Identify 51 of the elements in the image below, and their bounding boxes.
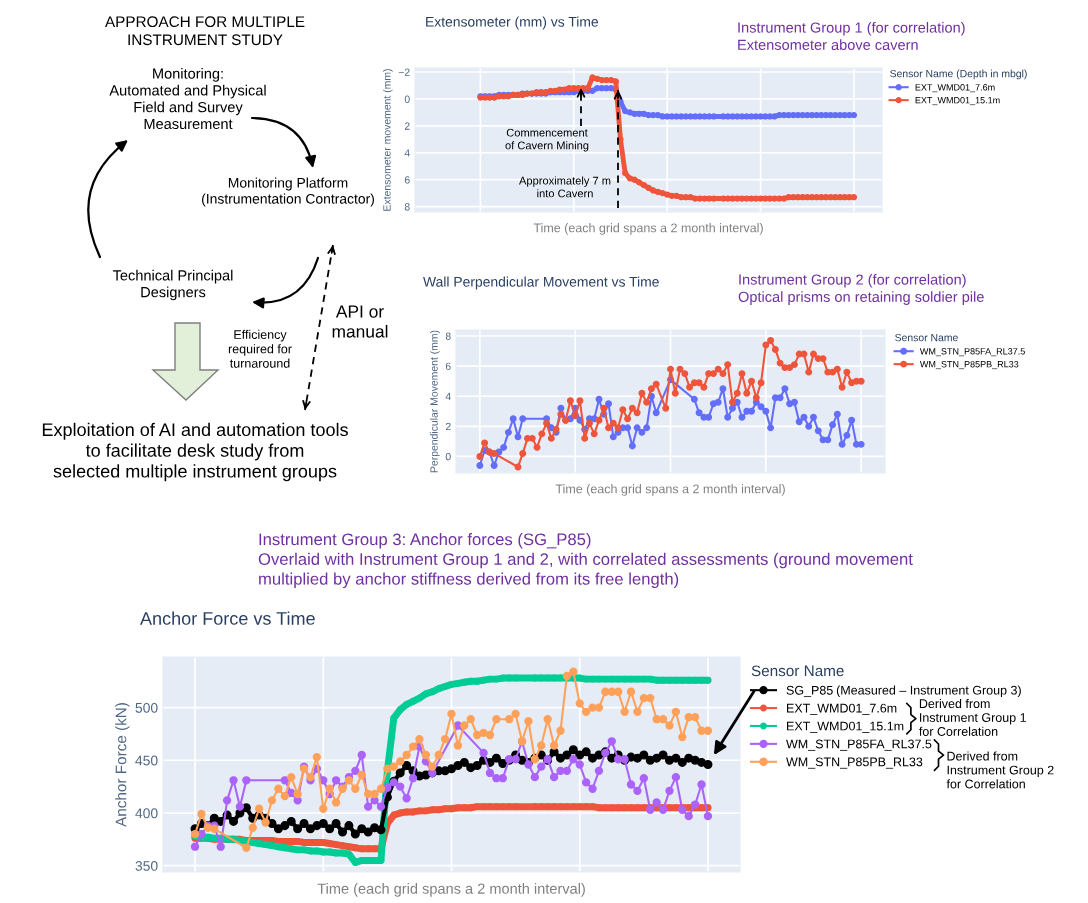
text: Exploitation of AI and automation tools to facilitate desk study from selected multiple instrument groups — [42, 422, 348, 482]
text: Derived from Instrument Group 2 for Correlation — [946, 751, 1054, 789]
legend-label: EXT_WMD01_7.6m — [787, 703, 897, 715]
y-tick-label: 450 — [135, 755, 158, 766]
legend-label: EXT_WMD01_15.1m — [787, 721, 904, 733]
y-tick-label: 8 — [445, 332, 451, 340]
legend-label: WM_STN_P85FA_RL37.5 — [786, 739, 932, 751]
chart-subtitle: Instrument Group 2 (for correlation) Optical prisms on retaining soldier pile — [738, 274, 984, 305]
legend-label: EXT_WMD01_15.1m — [915, 97, 1000, 106]
y-tick-label: 8 — [404, 203, 410, 211]
legend-label: SG_P85 — [786, 685, 833, 698]
chart-title: Extensometer (mm) vs Time — [426, 16, 599, 30]
y-tick-label: 4 — [404, 149, 410, 157]
y-tick-label: 2 — [445, 422, 451, 431]
chart-subtitle: Instrument Group 3: Anchor forces (SG_P85) Overlaid with Instrument Group 1 and 2, with correlated assessments (ground movement multiplied by anchor stiffness derived from its free length) — [258, 533, 913, 589]
legend-title: Sensor Name (Depth in mbgl) — [890, 69, 1027, 80]
legend-title: Sensor Name — [895, 333, 958, 342]
text: Efficiency required for turnaround — [228, 329, 292, 368]
y-tick-label: 350 — [135, 861, 158, 871]
text: Technical Principal Designers — [112, 269, 233, 301]
y-tick-label: 2 — [404, 122, 410, 130]
y-tick-label: 0 — [445, 452, 451, 461]
legend-label: WM_STN_P85FA_RL37.5 — [919, 348, 1025, 357]
text: API or manual — [332, 305, 388, 338]
chart-title: Wall Perpendicular Movement vs Time — [423, 276, 659, 290]
annotation: Commencement of Cavern Mining — [505, 128, 589, 152]
x-axis-title: Time (each grid spans a 2 month interval) — [317, 883, 585, 897]
text: (Measured – Instrument Group 3) — [836, 685, 1021, 698]
text: Derived from Instrument Group 1 for Correlation — [919, 698, 1026, 736]
text: APPROACH FOR MULTIPLE INSTRUMENT STUDY — [105, 16, 305, 46]
x-axis-title: Time (each grid spans a 2 month interval) — [555, 484, 785, 496]
chart-title: Anchor Force vs Time — [140, 611, 315, 625]
y-tick-label: 6 — [404, 176, 410, 184]
y-tick-label: 400 — [135, 808, 158, 819]
legend-label: EXT_WMD01_7.6m — [915, 84, 995, 93]
legend-title: Sensor Name — [751, 665, 844, 677]
y-axis-title: Perpendicular Movement (mm) — [430, 330, 440, 473]
y-tick-label: 0 — [404, 95, 410, 103]
y-tick-label: 500 — [135, 702, 158, 713]
y-tick-label: 4 — [445, 392, 451, 401]
text: Monitoring Platform (Instrumentation Contractor) — [202, 177, 374, 207]
y-axis-title: Anchor Force (kN) — [115, 703, 130, 827]
chart-subtitle: Instrument Group 1 (for correlation) Extensometer above cavern — [738, 22, 965, 51]
y-tick-label: −2 — [398, 68, 410, 76]
y-axis-title: Extensometer movement (mm) — [383, 69, 393, 211]
legend-label: WM_STN_P85PB_RL33 — [786, 757, 923, 769]
text: Monitoring: Automated and Physical Field and Survey Measurement — [109, 68, 266, 130]
legend-label: WM_STN_P85PB_RL33 — [919, 361, 1019, 370]
x-axis-title: Time (each grid spans a 2 month interval) — [533, 223, 763, 235]
annotation: Approximately 7 m into Cavern — [519, 176, 611, 198]
y-tick-label: 6 — [445, 362, 451, 370]
